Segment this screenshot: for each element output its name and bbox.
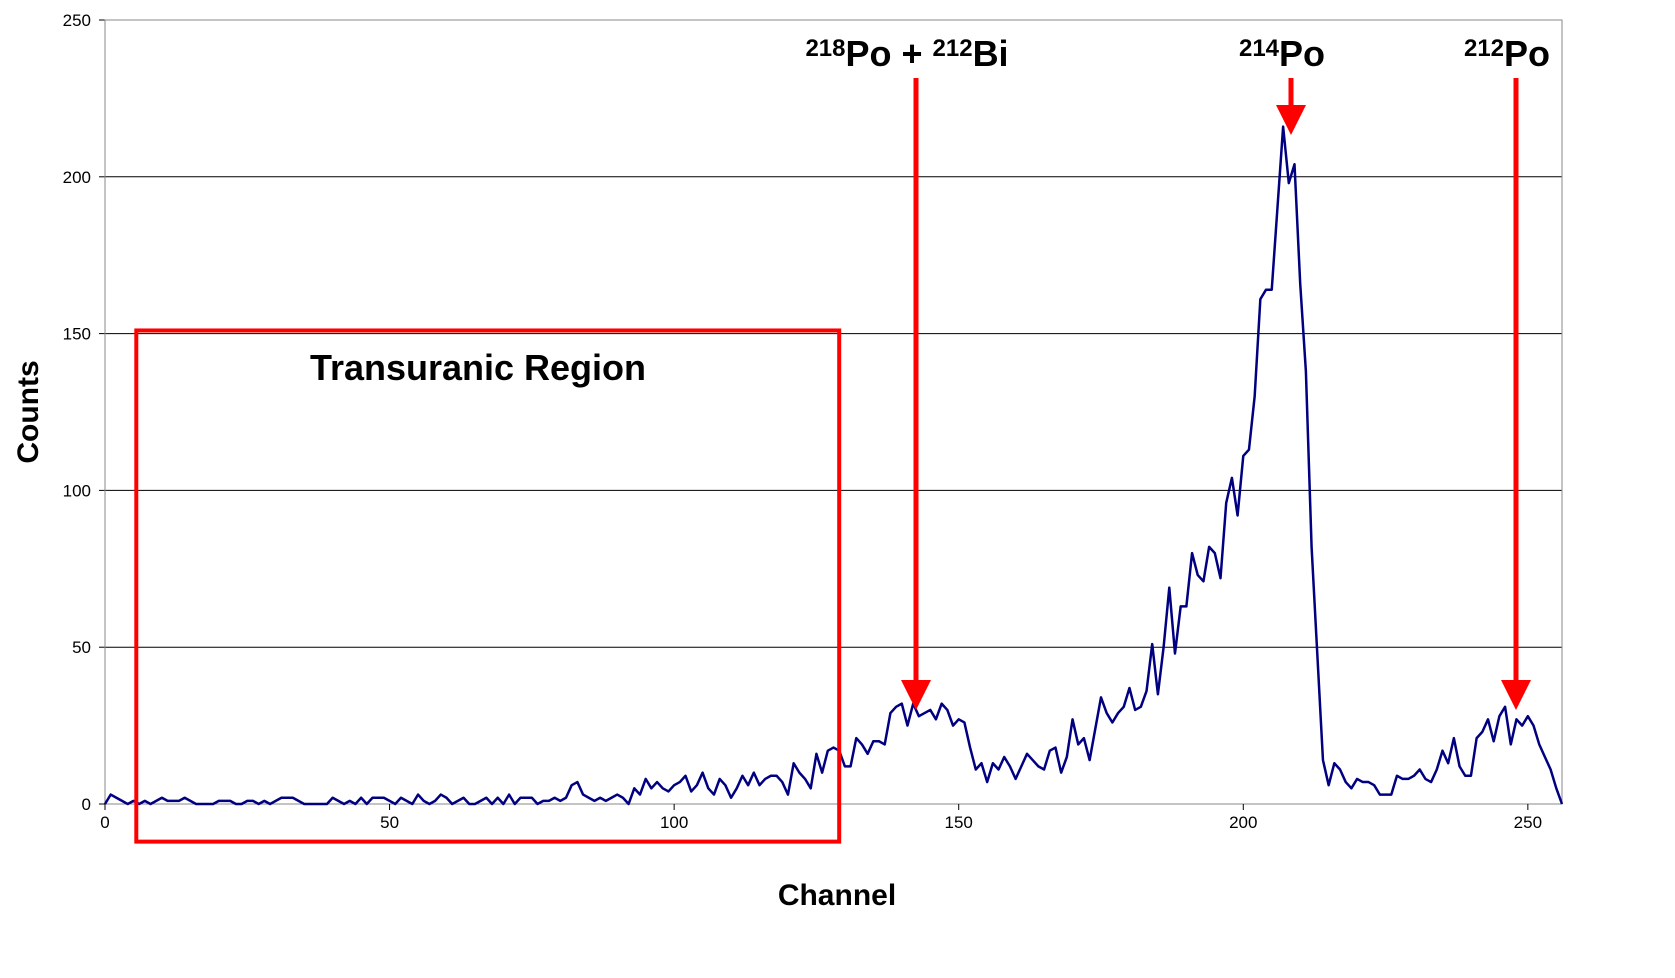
- label-text: Bi: [973, 33, 1009, 74]
- y-tick-label: 250: [63, 11, 91, 30]
- x-tick-label: 250: [1514, 813, 1542, 832]
- label-text: Po: [1504, 33, 1550, 74]
- x-axis-label: Channel: [778, 879, 896, 912]
- peak-label: 212Po: [1464, 33, 1550, 74]
- x-tick-label: 200: [1229, 813, 1257, 832]
- superscript: 218: [805, 35, 845, 62]
- data-line: [103, 125, 1564, 806]
- plot-frame: [104, 19, 1563, 805]
- superscript: 214: [1239, 35, 1280, 62]
- x-tick-label: 100: [660, 813, 688, 832]
- region-label: Transuranic Region: [310, 347, 646, 388]
- region-box: [134, 328, 842, 844]
- superscript: 212: [1464, 35, 1504, 62]
- y-tick-label: 150: [63, 325, 91, 344]
- y-tick-label: 200: [63, 168, 91, 187]
- label-text: Po +: [845, 33, 932, 74]
- x-tick-label: 150: [945, 813, 973, 832]
- x-tick-label: 50: [380, 813, 399, 832]
- x-tick-label: 0: [100, 813, 109, 832]
- peak-label: 214Po: [1239, 33, 1325, 74]
- y-axis-label: Counts: [12, 360, 45, 463]
- peak-label: 218Po + 212Bi: [805, 33, 1008, 74]
- y-tick-label: 50: [72, 638, 91, 657]
- y-tick-label: 0: [82, 795, 91, 814]
- superscript: 212: [933, 35, 973, 62]
- y-tick-label: 100: [63, 481, 91, 500]
- label-text: Po: [1279, 33, 1325, 74]
